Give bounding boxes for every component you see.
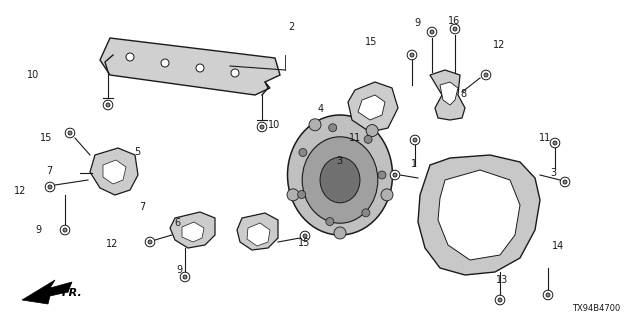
Text: 1: 1 bbox=[411, 159, 417, 169]
Polygon shape bbox=[170, 212, 215, 248]
Text: 15: 15 bbox=[40, 132, 52, 143]
Text: 7: 7 bbox=[46, 166, 52, 176]
Text: 15: 15 bbox=[365, 36, 377, 47]
Circle shape bbox=[378, 171, 386, 179]
Text: 14: 14 bbox=[552, 241, 564, 251]
Text: 6: 6 bbox=[174, 218, 180, 228]
Circle shape bbox=[231, 69, 239, 77]
Circle shape bbox=[148, 240, 152, 244]
Text: 9: 9 bbox=[176, 265, 182, 276]
Circle shape bbox=[498, 298, 502, 302]
Circle shape bbox=[407, 50, 417, 60]
Polygon shape bbox=[440, 82, 458, 105]
Text: 10: 10 bbox=[268, 120, 280, 130]
Polygon shape bbox=[430, 70, 465, 120]
Text: 12: 12 bbox=[14, 186, 26, 196]
Ellipse shape bbox=[302, 137, 378, 223]
Text: 3: 3 bbox=[336, 156, 342, 166]
Circle shape bbox=[364, 135, 372, 143]
Circle shape bbox=[430, 30, 434, 34]
Ellipse shape bbox=[287, 115, 392, 235]
Circle shape bbox=[543, 290, 553, 300]
Circle shape bbox=[334, 227, 346, 239]
Circle shape bbox=[329, 124, 337, 132]
Text: 9: 9 bbox=[415, 18, 421, 28]
Polygon shape bbox=[348, 82, 398, 132]
Circle shape bbox=[495, 295, 505, 305]
Circle shape bbox=[550, 138, 560, 148]
Circle shape bbox=[326, 218, 334, 226]
Polygon shape bbox=[103, 160, 126, 184]
Text: 5: 5 bbox=[134, 147, 141, 157]
Circle shape bbox=[303, 234, 307, 238]
Circle shape bbox=[63, 228, 67, 232]
Circle shape bbox=[450, 24, 460, 34]
Polygon shape bbox=[438, 170, 520, 260]
Circle shape bbox=[65, 128, 75, 138]
Text: 12: 12 bbox=[106, 239, 118, 249]
Circle shape bbox=[161, 59, 169, 67]
Polygon shape bbox=[182, 222, 204, 242]
Text: 3: 3 bbox=[550, 168, 557, 179]
Text: FR.: FR. bbox=[62, 288, 83, 298]
Circle shape bbox=[260, 125, 264, 129]
Circle shape bbox=[428, 27, 437, 37]
Polygon shape bbox=[90, 148, 138, 195]
Circle shape bbox=[45, 182, 55, 192]
Circle shape bbox=[563, 180, 567, 184]
Circle shape bbox=[390, 170, 400, 180]
Circle shape bbox=[381, 189, 393, 201]
Polygon shape bbox=[237, 213, 278, 250]
Text: 12: 12 bbox=[493, 40, 505, 50]
Circle shape bbox=[560, 177, 570, 187]
Circle shape bbox=[126, 53, 134, 61]
Circle shape bbox=[298, 190, 306, 198]
Text: 9: 9 bbox=[35, 225, 42, 235]
Circle shape bbox=[413, 138, 417, 142]
Circle shape bbox=[48, 185, 52, 189]
Circle shape bbox=[410, 135, 420, 145]
Text: 16: 16 bbox=[448, 16, 460, 26]
Circle shape bbox=[299, 148, 307, 156]
Circle shape bbox=[145, 237, 155, 247]
Polygon shape bbox=[418, 155, 540, 275]
Circle shape bbox=[103, 100, 113, 110]
Polygon shape bbox=[247, 223, 270, 246]
Text: 2: 2 bbox=[288, 22, 294, 32]
Circle shape bbox=[287, 189, 299, 201]
Text: 15: 15 bbox=[298, 238, 310, 248]
Circle shape bbox=[393, 173, 397, 177]
Circle shape bbox=[68, 131, 72, 135]
Circle shape bbox=[300, 231, 310, 241]
Circle shape bbox=[309, 119, 321, 131]
Circle shape bbox=[196, 64, 204, 72]
Polygon shape bbox=[358, 95, 385, 120]
Circle shape bbox=[180, 272, 190, 282]
Text: 11: 11 bbox=[539, 133, 551, 143]
Ellipse shape bbox=[320, 157, 360, 203]
Circle shape bbox=[481, 70, 491, 80]
Circle shape bbox=[362, 209, 370, 217]
Text: 4: 4 bbox=[317, 104, 323, 114]
Circle shape bbox=[60, 225, 70, 235]
Circle shape bbox=[106, 103, 110, 107]
Text: 10: 10 bbox=[28, 70, 40, 80]
Circle shape bbox=[257, 122, 267, 132]
Text: 11: 11 bbox=[349, 132, 361, 143]
Text: TX94B4700: TX94B4700 bbox=[572, 304, 620, 313]
Text: 8: 8 bbox=[461, 89, 467, 100]
Text: 13: 13 bbox=[496, 275, 508, 285]
Text: 7: 7 bbox=[140, 202, 146, 212]
Polygon shape bbox=[22, 280, 72, 304]
Circle shape bbox=[366, 124, 378, 137]
Circle shape bbox=[553, 141, 557, 145]
Circle shape bbox=[453, 27, 457, 31]
Circle shape bbox=[183, 275, 187, 279]
Polygon shape bbox=[100, 38, 280, 95]
Circle shape bbox=[484, 73, 488, 77]
Circle shape bbox=[546, 293, 550, 297]
Circle shape bbox=[410, 53, 414, 57]
